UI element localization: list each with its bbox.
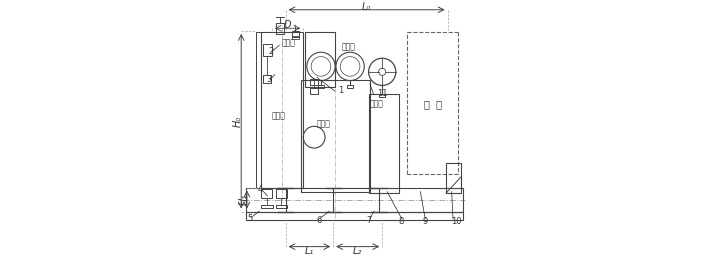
Text: 无杆腔: 无杆腔: [317, 120, 331, 129]
Text: 推泵站: 推泵站: [342, 42, 356, 51]
Bar: [275, 205, 288, 208]
Bar: [276, 23, 284, 34]
Bar: [300, 80, 370, 192]
Text: 有杆腔: 有杆腔: [271, 111, 285, 120]
Text: H₁: H₁: [239, 194, 248, 206]
Bar: [346, 85, 354, 88]
Text: 无杆腔: 无杆腔: [281, 39, 295, 48]
Bar: [256, 32, 261, 187]
Bar: [261, 205, 273, 208]
Text: 6: 6: [317, 216, 322, 225]
Text: D: D: [284, 20, 292, 30]
Bar: [446, 163, 462, 193]
Bar: [379, 94, 386, 97]
Text: 重  物: 重 物: [424, 99, 442, 110]
Text: 5: 5: [247, 214, 252, 223]
Text: 7: 7: [366, 216, 371, 225]
Text: H₀: H₀: [232, 116, 242, 127]
Bar: [263, 44, 272, 56]
Text: L₀: L₀: [362, 2, 371, 12]
Text: 8: 8: [398, 216, 404, 226]
Bar: [261, 189, 272, 198]
Text: 11: 11: [377, 89, 387, 98]
Bar: [310, 88, 318, 94]
Bar: [263, 75, 271, 83]
Bar: [305, 32, 334, 87]
Text: 2: 2: [268, 47, 273, 56]
Text: 4: 4: [258, 185, 263, 194]
Bar: [292, 36, 299, 39]
Bar: [369, 94, 398, 193]
Text: L₁: L₁: [305, 246, 314, 256]
Text: 1: 1: [338, 86, 344, 95]
Text: 3: 3: [266, 75, 272, 84]
Bar: [246, 212, 462, 220]
Text: 有杆腔: 有杆腔: [369, 99, 383, 109]
Bar: [310, 79, 318, 85]
Text: 9: 9: [422, 216, 427, 226]
Bar: [261, 32, 303, 187]
Text: L₂: L₂: [353, 246, 362, 256]
Bar: [276, 189, 287, 198]
Bar: [317, 85, 324, 88]
Bar: [292, 31, 299, 37]
Bar: [246, 187, 462, 212]
Text: 10: 10: [451, 216, 462, 226]
